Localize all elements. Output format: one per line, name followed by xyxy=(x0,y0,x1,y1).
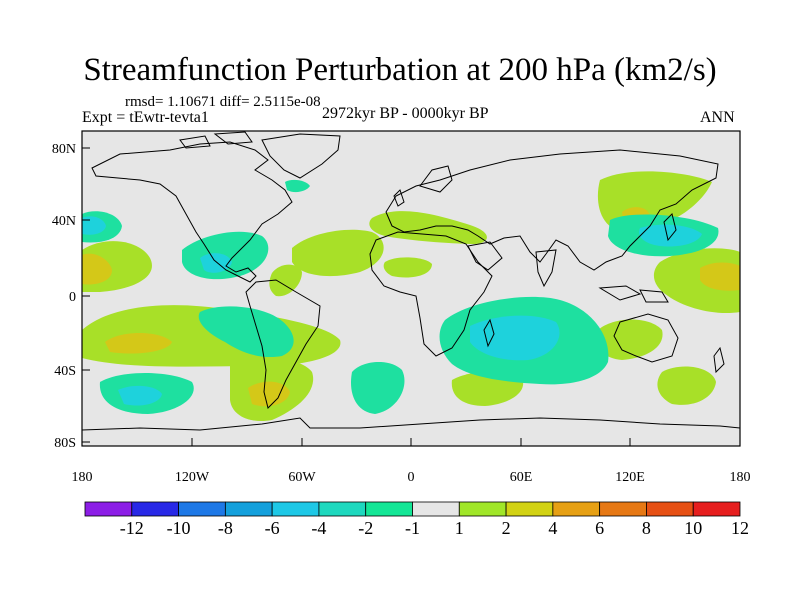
colorbar-label: -2 xyxy=(358,518,373,538)
colorbar-swatch xyxy=(178,501,226,517)
colorbar-swatch xyxy=(84,501,133,517)
colorbar-swatch xyxy=(458,501,507,517)
colorbar-label: 10 xyxy=(684,518,702,538)
colorbar-label: 8 xyxy=(642,518,651,538)
colorbar-swatch xyxy=(692,501,741,517)
colorbar-label: -4 xyxy=(311,518,326,538)
plot-title: Streamfunction Perturbation at 200 hPa (… xyxy=(83,52,717,88)
colorbar-label: -10 xyxy=(167,518,191,538)
lon-axis: 180 120W 60W 0 60E 120E 180 xyxy=(72,438,751,485)
colorbar: -12 -10 -8 -6 -4 -2 -1 1 2 4 6 8 10 12 xyxy=(84,501,749,538)
lon-tick-label: 120E xyxy=(615,470,645,485)
lon-tick-label: 60E xyxy=(510,470,533,485)
lon-tick-label: 0 xyxy=(408,470,415,485)
colorbar-swatch xyxy=(599,501,647,517)
colorbar-label: 2 xyxy=(502,518,511,538)
colorbar-label: 12 xyxy=(731,518,749,538)
colorbar-swatch xyxy=(505,501,554,517)
lat-axis: 80N 40N 0 40S 80S xyxy=(52,142,90,451)
lon-tick-label: 120W xyxy=(175,470,210,485)
colorbar-label: 6 xyxy=(595,518,604,538)
colorbar-swatch xyxy=(131,501,179,517)
colorbar-label: -1 xyxy=(405,518,420,538)
contour-fields xyxy=(82,131,740,431)
lat-tick-label: 40N xyxy=(52,214,76,229)
colorbar-swatch xyxy=(646,501,694,517)
lat-tick-label: 80N xyxy=(52,142,76,157)
colorbar-label: -6 xyxy=(265,518,280,538)
colorbar-label: 4 xyxy=(548,518,557,538)
colorbar-swatch xyxy=(412,501,460,517)
stats-text: rmsd= 1.10671 diff= 2.5115e-08 xyxy=(125,94,321,110)
colorbar-swatch xyxy=(271,501,320,517)
season-label: ANN xyxy=(700,109,735,126)
lon-tick-label: 180 xyxy=(72,470,93,485)
lat-tick-label: 80S xyxy=(54,436,76,451)
lat-tick-label: 0 xyxy=(69,290,76,305)
colorbar-swatch xyxy=(552,501,601,517)
period-label: 2972kyr BP - 0000kyr BP xyxy=(322,105,489,122)
experiment-label: Expt = tEwtr-tevta1 xyxy=(82,109,209,126)
colorbar-swatch xyxy=(318,501,367,517)
lat-tick-label: 40S xyxy=(54,364,76,379)
lon-tick-label: 60W xyxy=(288,470,316,485)
lon-tick-label: 180 xyxy=(730,470,751,485)
coastlines xyxy=(82,131,740,431)
negative-anomalies xyxy=(82,179,719,414)
colorbar-label: 1 xyxy=(455,518,464,538)
colorbar-swatch xyxy=(365,501,413,517)
colorbar-swatch xyxy=(224,501,273,517)
colorbar-label: -12 xyxy=(120,518,144,538)
colorbar-label: -8 xyxy=(218,518,233,538)
